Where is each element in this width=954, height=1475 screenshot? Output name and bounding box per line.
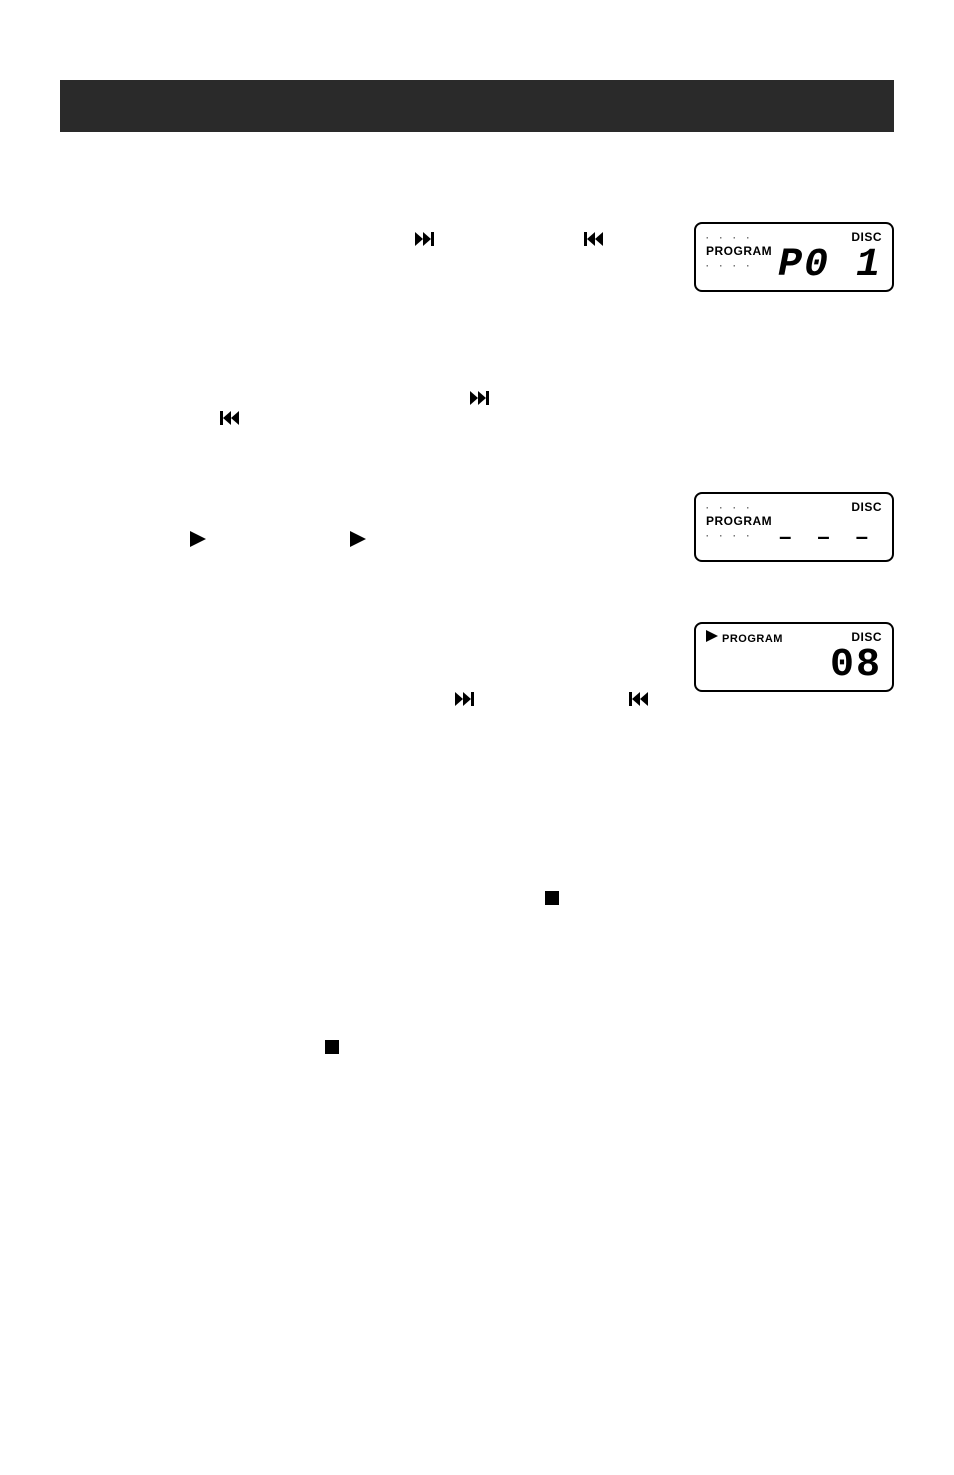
play-icon xyxy=(190,531,206,552)
stop-icon xyxy=(325,1040,339,1059)
skip-back-icon xyxy=(629,692,649,711)
step-row-2 xyxy=(60,391,894,431)
program-label: PROGRAM xyxy=(722,633,783,645)
stop-icon xyxy=(545,891,559,910)
step-row-3 xyxy=(60,692,894,711)
program-label: PROGRAM xyxy=(706,514,772,528)
lcd-display-3: PROGRAM DISC 08 xyxy=(694,622,894,692)
skip-forward-icon xyxy=(470,391,490,410)
skip-forward-icon xyxy=(455,692,475,711)
step-row-1 xyxy=(60,232,894,251)
play-icon xyxy=(350,531,366,552)
step-row-play xyxy=(60,531,894,552)
content-area: · · · · PROGRAM · · · · DISC P0 1 · · · … xyxy=(60,232,894,1059)
skip-forward-icon xyxy=(415,232,435,251)
step-row-stop-1 xyxy=(60,891,894,910)
disc-label: DISC xyxy=(851,630,882,644)
program-indicator: PROGRAM xyxy=(706,630,783,645)
play-icon xyxy=(706,630,718,645)
step-row-stop-2 xyxy=(60,1040,894,1059)
title-bar xyxy=(60,80,894,132)
skip-back-icon xyxy=(220,411,240,430)
disc-label: DISC xyxy=(851,500,882,514)
skip-back-icon xyxy=(584,232,604,251)
segment-display: 08 xyxy=(830,643,882,688)
